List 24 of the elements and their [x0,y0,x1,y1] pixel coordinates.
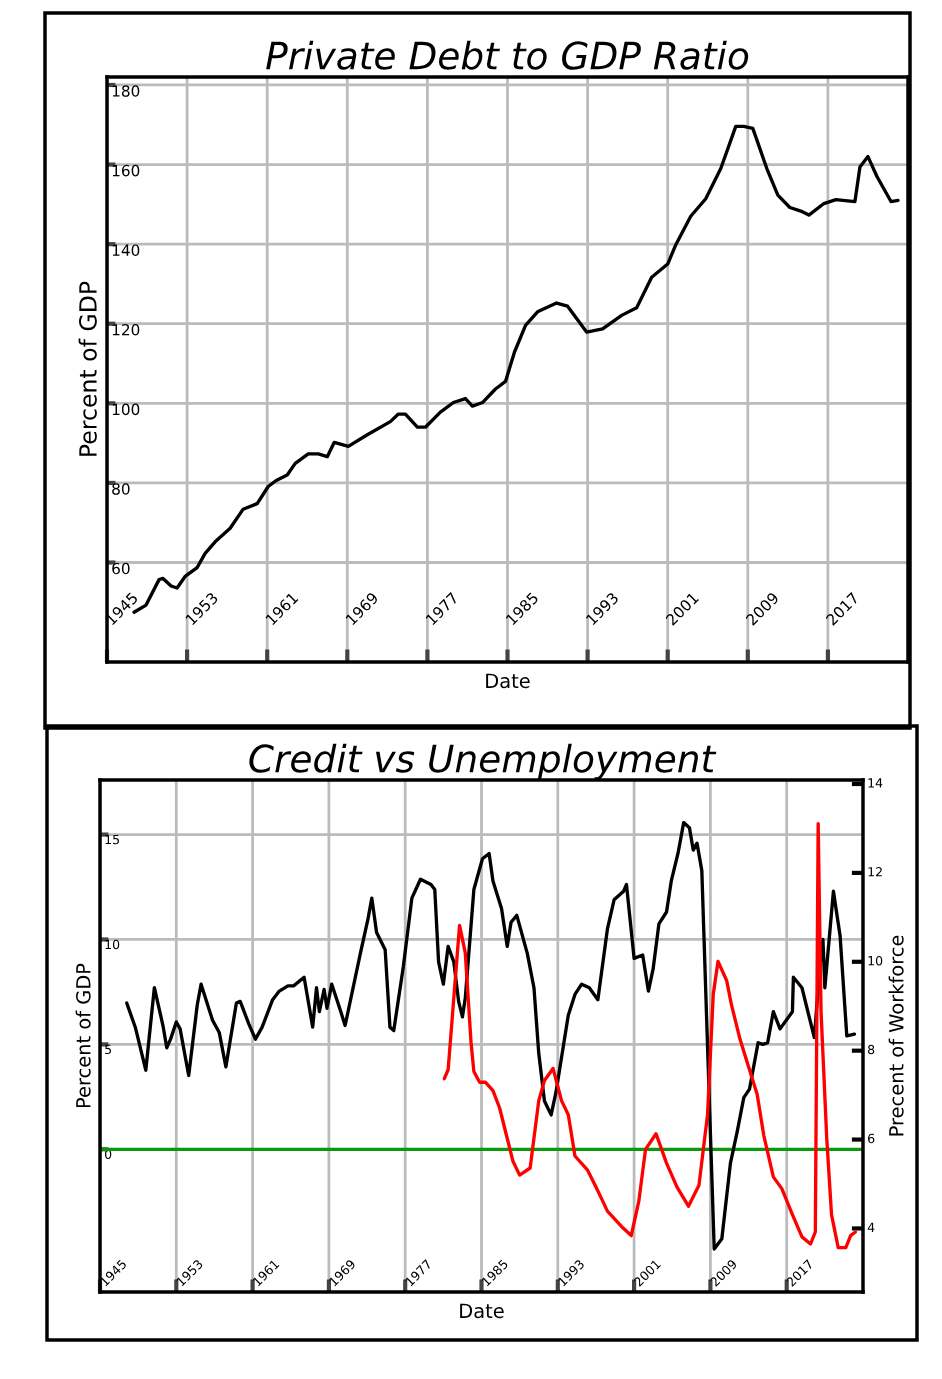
y-tick-label: 10 [105,939,120,950]
y-tick-label: 160 [112,164,140,177]
y2-tick-label: 6 [868,1133,875,1144]
chart-title: Private Debt to GDP Ratio [266,40,749,70]
y-tick-label: 140 [112,244,140,256]
y2-tick-label: 14 [868,778,883,788]
y-axis-title: Percent of GDP [75,963,91,1108]
y-tick-label: 180 [112,85,140,97]
y-tick-label: 120 [112,324,140,336]
x-axis-title: Date [460,1303,504,1319]
y-tick-label: 5 [105,1044,112,1055]
y-tick-label: 80 [112,483,130,495]
y-tick-label: 60 [112,562,130,575]
y2-tick-label: 4 [867,1222,875,1232]
y2-axis-title: Precent of Workforce [888,935,904,1136]
y-tick-label: 15 [105,834,119,845]
chart-title: Credit vs Unemployment [249,743,717,780]
y2-tick-label: 10 [868,955,883,966]
y-axis-title: Percent of GDP [78,281,97,456]
y2-tick-label: 12 [868,867,882,877]
y-tick-label: 100 [112,403,140,416]
x-axis-title: Date [486,673,530,689]
y2-tick-label: 8 [868,1044,875,1055]
line-series [442,821,858,1250]
